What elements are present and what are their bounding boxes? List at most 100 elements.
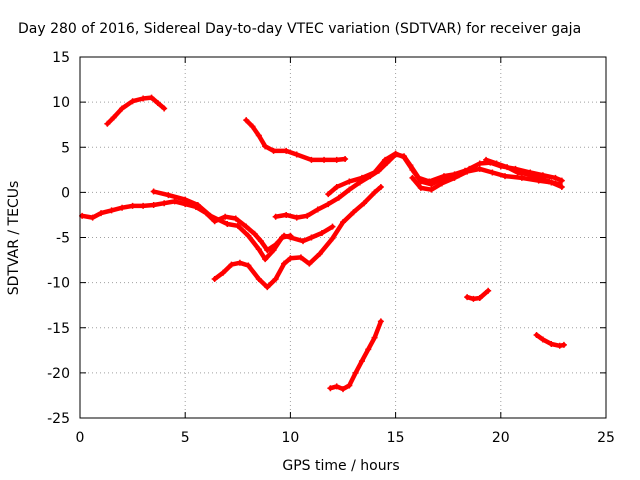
x-axis-label: GPS time / hours (282, 458, 399, 474)
data-point (504, 164, 511, 171)
data-point (340, 386, 346, 393)
data-point (489, 169, 496, 176)
data-point (438, 180, 445, 187)
plot-frame (79, 56, 607, 419)
data-point (150, 188, 157, 195)
data-point (329, 235, 336, 242)
data-point (342, 155, 349, 162)
data-point (171, 198, 178, 205)
data-point (308, 234, 315, 241)
data-series (79, 94, 567, 393)
data-point (161, 105, 168, 112)
data-point (222, 213, 229, 220)
series-arc-5 (211, 183, 384, 291)
data-point (476, 160, 483, 167)
series-arc-2 (243, 117, 349, 163)
series-line (212, 184, 384, 290)
data-point (476, 165, 483, 172)
data-point (287, 255, 294, 262)
data-point (194, 202, 201, 209)
data-point (466, 165, 473, 172)
data-point (535, 174, 542, 181)
data-point (525, 171, 532, 178)
y-tick-label: -5 (56, 231, 70, 247)
data-point (352, 369, 359, 376)
data-point (293, 214, 300, 221)
data-point (249, 123, 256, 130)
y-tick-label: -25 (47, 411, 70, 427)
data-point (483, 156, 490, 163)
data-point (108, 207, 115, 214)
data-point (556, 181, 563, 188)
data-point (165, 192, 172, 199)
data-point (428, 181, 435, 188)
data-point (382, 156, 389, 163)
data-point (150, 202, 157, 209)
data-point (361, 200, 368, 207)
data-point (560, 341, 567, 348)
data-point (154, 100, 161, 107)
data-point (287, 232, 294, 239)
y-tick-label: 0 (61, 185, 70, 201)
data-point (148, 94, 155, 101)
data-point (333, 156, 340, 163)
data-point (321, 156, 328, 163)
data-point (333, 383, 340, 390)
data-point (129, 202, 136, 209)
data-point (518, 174, 525, 181)
data-point (119, 204, 126, 211)
data-point (358, 358, 365, 365)
data-point (228, 261, 235, 268)
data-point (502, 173, 509, 180)
data-point (493, 160, 500, 167)
series-arc-6 (272, 151, 475, 221)
series-arc-7 (325, 150, 458, 198)
series-line (79, 199, 335, 253)
data-point (514, 169, 521, 176)
data-point (224, 220, 231, 227)
data-point (140, 202, 147, 209)
data-point (110, 114, 117, 121)
data-point (533, 331, 540, 338)
data-point (300, 238, 307, 245)
data-point (264, 247, 271, 254)
y-tick-label: -10 (47, 276, 70, 292)
data-point (272, 276, 279, 283)
x-tick-label: 25 (597, 430, 615, 446)
chart-title: Day 280 of 2016, Sidereal Day-to-day VTE… (18, 21, 581, 37)
axis-ticks: 0 5 10 15 20 25 -25 -20 -15 -10 -5 0 5 10 15 (47, 50, 615, 446)
data-point (401, 154, 408, 161)
data-point (98, 210, 105, 217)
x-tick-label: 20 (492, 430, 510, 446)
data-point (220, 269, 227, 276)
x-tick-label: 0 (76, 430, 85, 446)
data-point (255, 246, 262, 253)
data-point (556, 342, 563, 349)
data-point (257, 238, 264, 245)
x-tick-label: 10 (281, 430, 299, 446)
grid-lines (80, 57, 606, 418)
data-point (251, 230, 258, 237)
data-point (371, 189, 378, 196)
y-axis-label: SDTVAR / TECUs (6, 181, 22, 296)
series-arc-1 (104, 94, 168, 127)
data-point (329, 223, 336, 230)
data-point (546, 178, 553, 185)
data-point (377, 318, 384, 325)
data-point (207, 212, 214, 219)
data-point (255, 132, 262, 139)
data-point (243, 223, 250, 230)
data-point (270, 247, 277, 254)
data-point (308, 156, 315, 163)
data-point (119, 105, 126, 112)
data-point (346, 186, 353, 193)
series-arc-11 (327, 318, 384, 393)
data-point (333, 183, 340, 190)
data-point (306, 260, 313, 267)
y-tick-label: -15 (47, 321, 70, 337)
data-point (278, 234, 285, 241)
data-point (428, 186, 435, 193)
data-point (283, 211, 290, 218)
data-point (377, 183, 384, 190)
